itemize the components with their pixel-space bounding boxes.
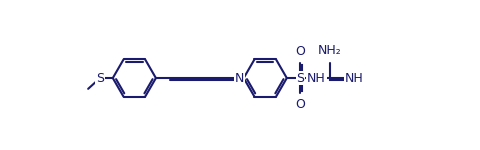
Text: NH: NH — [307, 72, 326, 85]
Text: NH: NH — [345, 72, 363, 85]
Text: O: O — [295, 45, 305, 58]
Text: S: S — [296, 72, 304, 85]
Text: NH₂: NH₂ — [318, 44, 342, 57]
Text: S: S — [96, 72, 104, 85]
Text: N: N — [235, 72, 244, 85]
Text: O: O — [295, 98, 305, 111]
